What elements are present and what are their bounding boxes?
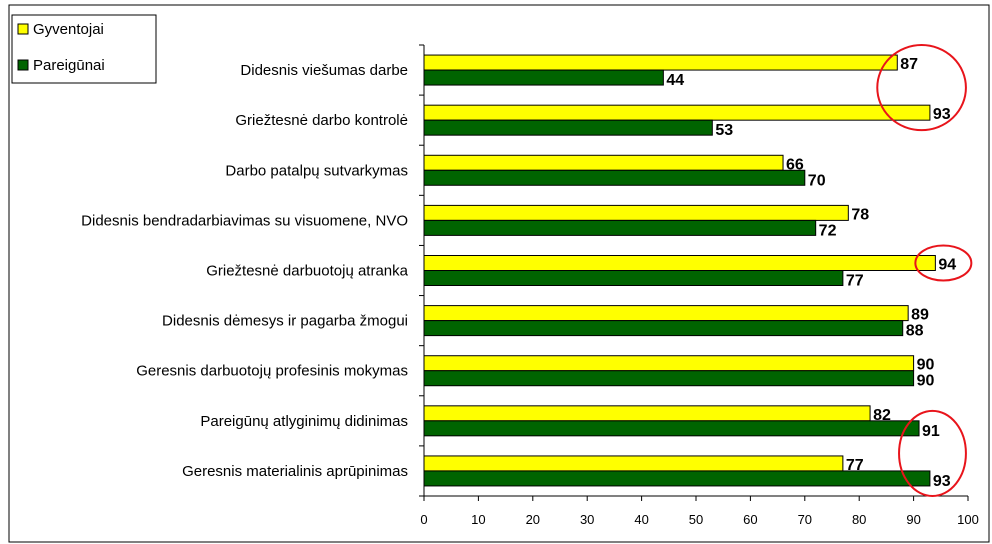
highlight-ellipse [876,44,967,132]
bar-pareigunai [423,219,817,236]
category-label: Darbo patalpų sutvarkymas [225,162,408,179]
bar-gyventojai [423,154,784,171]
bar-pareigunai [423,420,920,437]
data-label: 93 [933,106,951,123]
category-label: Didesnis viešumas darbe [240,62,408,79]
bar-pareigunai [423,470,931,487]
x-tick-label: 20 [526,512,540,527]
x-tick-label: 80 [852,512,866,527]
data-label: 70 [808,172,826,189]
highlight-ellipse [914,244,973,282]
category-label: Didesnis bendradarbiavimas su visuomene,… [81,212,408,229]
bar-gyventojai [423,305,909,322]
data-label: 72 [819,222,837,239]
x-tick-label: 30 [580,512,594,527]
bar-pareigunai [423,169,806,186]
x-tick-label: 40 [634,512,648,527]
data-label: 77 [846,273,864,290]
data-label: 87 [900,56,918,73]
data-label: 78 [851,206,869,223]
data-label: 91 [922,423,940,440]
legend-swatch-pareigunai [17,59,29,71]
category-label: Pareigūnų atlyginimų didinimas [200,413,408,430]
bar-gyventojai [423,255,936,271]
bar-pareigunai [423,270,844,286]
legend-label-pareigunai: Pareigūnai [33,57,105,74]
data-label: 88 [906,323,924,340]
bar-gyventojai [423,54,898,71]
bar-gyventojai [423,355,915,372]
data-label: 44 [666,72,684,89]
x-tick-label: 60 [743,512,757,527]
data-label: 93 [933,473,951,490]
category-label: Didesnis dėmesys ir pagarba žmogui [162,313,408,330]
plot-area: Didesnis viešumas darbe 87 44 Griežtesnė da… [81,44,979,527]
bar-pareigunai [423,119,713,136]
x-tick-label: 90 [906,512,920,527]
legend-box [11,14,157,84]
bar-pareigunai [423,370,915,387]
data-label: 53 [715,122,733,139]
data-label: 90 [917,373,935,390]
category-label: Griežtesnė darbo kontrolė [235,112,408,129]
bar-gyventojai [423,104,931,121]
category-label: Geresnis materialinis aprūpinimas [182,463,408,480]
highlight-ellipse [898,409,967,497]
data-label: 82 [873,407,891,424]
legend-swatch-gyventojai [17,23,29,35]
data-label: 66 [786,156,804,173]
category-label: Griežtesnė darbuotojų atranka [206,263,408,280]
x-tick-label: 10 [471,512,485,527]
data-label: 89 [911,307,929,324]
bar-gyventojai [423,455,844,472]
bar-gyventojai [423,204,849,221]
bar-pareigunai [423,320,904,337]
x-tick-label: 0 [420,512,427,527]
legend-label-gyventojai: Gyventojai [33,21,104,38]
legend: Gyventojai Pareigūnai [11,14,157,84]
data-label: 94 [938,257,956,274]
bar-pareigunai [423,69,664,86]
category-label: Geresnis darbuotojų profesinis mokymas [136,363,408,380]
x-tick-label: 100 [957,512,979,527]
data-label: 90 [917,357,935,374]
x-tick-label: 50 [689,512,703,527]
bar-gyventojai [423,405,871,422]
data-label: 77 [846,457,864,474]
x-tick-label: 70 [798,512,812,527]
